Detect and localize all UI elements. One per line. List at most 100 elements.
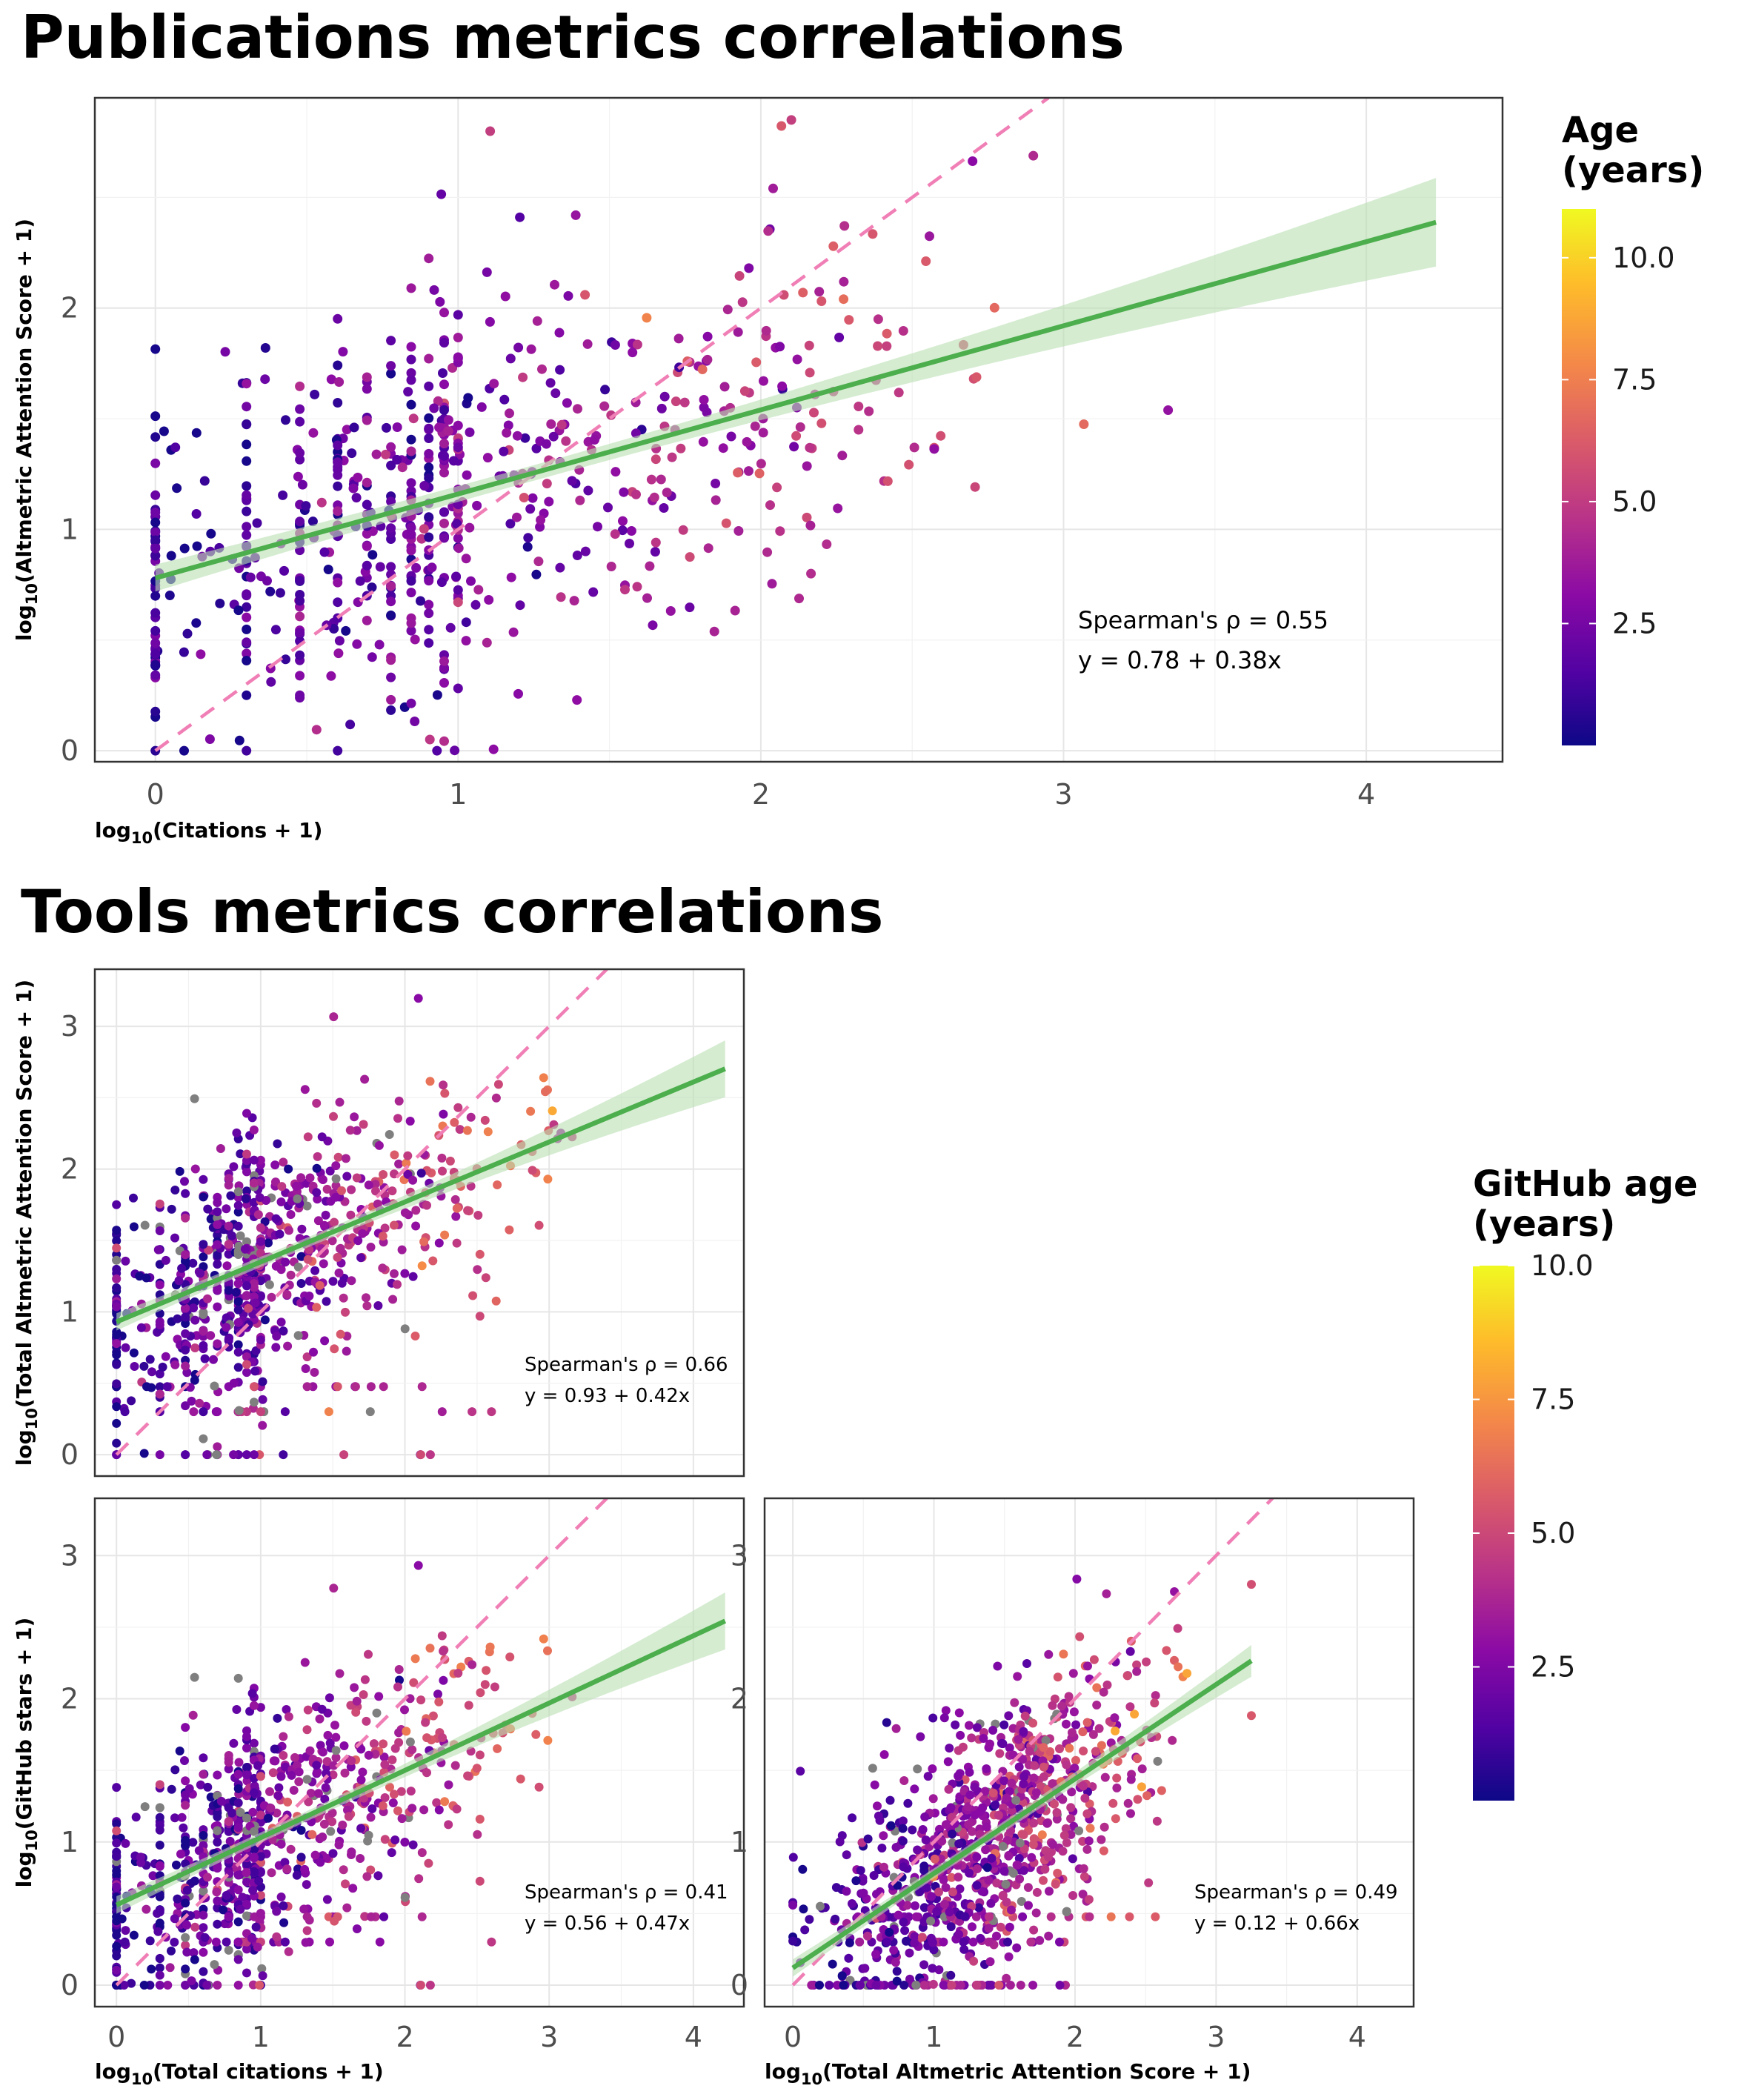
scatter-point [213, 1240, 222, 1249]
scatter-point [476, 1688, 485, 1698]
scatter-point [848, 1899, 856, 1908]
scatter-point [213, 1808, 222, 1818]
scatter-point [570, 210, 581, 220]
scatter-point [1099, 1687, 1108, 1697]
scatter-point [224, 1912, 233, 1921]
scatter-point [199, 1910, 208, 1920]
scatter-point [765, 500, 775, 511]
scatter-point [1044, 1649, 1054, 1659]
scatter-point [187, 1396, 196, 1406]
scatter-point [756, 459, 766, 469]
scatter-point [373, 1301, 383, 1310]
scatter-point [424, 625, 434, 635]
scatter-point [242, 1813, 251, 1823]
scatter-point [212, 1450, 222, 1460]
scatter-point [295, 454, 305, 465]
scatter-point [617, 525, 628, 536]
scatter-point [371, 449, 382, 459]
scatter-point [505, 408, 514, 419]
scatter-point [242, 456, 252, 466]
scatter-point [333, 1252, 342, 1262]
scatter-point [1043, 1853, 1053, 1861]
scatter-point [331, 1732, 341, 1742]
scatter-point [1066, 1814, 1076, 1824]
scatter-point [970, 482, 980, 492]
scatter-point [554, 328, 565, 338]
scatter-point [294, 1767, 304, 1777]
scatter-point [1031, 1908, 1041, 1918]
scatter-point [358, 1229, 367, 1238]
scatter-point [276, 1318, 286, 1327]
scatter-point [328, 1849, 338, 1858]
scatter-point [1027, 1853, 1037, 1862]
identity-line [154, 98, 1050, 752]
scatter-point [348, 1884, 358, 1893]
scatter-point [199, 1192, 208, 1202]
scatter-point [209, 1355, 218, 1364]
scatter-point [333, 481, 343, 491]
scatter-point [311, 725, 322, 735]
scatter-point [333, 577, 343, 588]
scatter-point [129, 1193, 138, 1203]
scatter-point [556, 419, 567, 430]
scatter-point [453, 310, 463, 320]
scatter-point [255, 1981, 265, 1990]
scatter-point [702, 354, 713, 365]
scatter-point [662, 488, 672, 498]
scatter-point [213, 1826, 222, 1835]
scatter-point [1133, 1754, 1142, 1764]
scatter-point [534, 1782, 544, 1792]
scatter-point [351, 1707, 361, 1717]
scatter-point [229, 1450, 239, 1460]
scatter-point [155, 1905, 164, 1915]
scatter-point [182, 628, 193, 639]
scatter-point [142, 1273, 151, 1283]
age-legend-title-line1: Age [1562, 110, 1639, 151]
scatter-point [726, 431, 736, 442]
scatter-point [281, 415, 290, 425]
scatter-point [536, 515, 546, 525]
scatter-point [315, 1280, 325, 1290]
scatter-point [400, 1893, 410, 1902]
scatter-point [366, 1243, 376, 1252]
scatter-point [1002, 1793, 1011, 1803]
scatter-point [165, 1963, 175, 1973]
scatter-point [911, 1981, 921, 1990]
scatter-point [327, 1236, 337, 1246]
scatter-point [379, 1912, 389, 1921]
scatter-point [255, 1193, 265, 1202]
x-tick-label: 0 [784, 2021, 802, 2053]
scatter-point [408, 1840, 418, 1850]
github-age-legend-title-line1: GitHub age [1473, 1163, 1698, 1205]
scatter-point [476, 402, 487, 412]
scatter-point [1018, 1755, 1028, 1764]
scatter-point [378, 1232, 387, 1241]
scatter-point [427, 562, 437, 573]
scatter-point [618, 516, 628, 526]
scatter-point [258, 1395, 267, 1404]
scatter-point [466, 576, 476, 586]
scatter-point [121, 1838, 130, 1848]
scatter-point [425, 1450, 435, 1460]
scatter-point [112, 1418, 122, 1428]
scatter-point [360, 1074, 370, 1084]
scatter-point [272, 1332, 282, 1341]
scatter-point [276, 1772, 286, 1781]
scatter-point [272, 1808, 282, 1818]
scatter-point [545, 378, 556, 388]
scatter-point [393, 1114, 402, 1123]
scatter-point [855, 1937, 865, 1947]
scatter-point [632, 582, 642, 592]
scatter-point [213, 1198, 222, 1207]
scatter-point [350, 1382, 360, 1392]
scatter-point [1019, 1866, 1028, 1875]
scatter-point [834, 332, 845, 342]
scatter-point [453, 683, 463, 694]
scatter-point [224, 1333, 234, 1343]
scatter-point [599, 401, 610, 411]
scatter-point [242, 637, 252, 648]
scatter-point [279, 1751, 288, 1760]
scatter-point [181, 1836, 190, 1846]
scatter-point [112, 1941, 122, 1951]
